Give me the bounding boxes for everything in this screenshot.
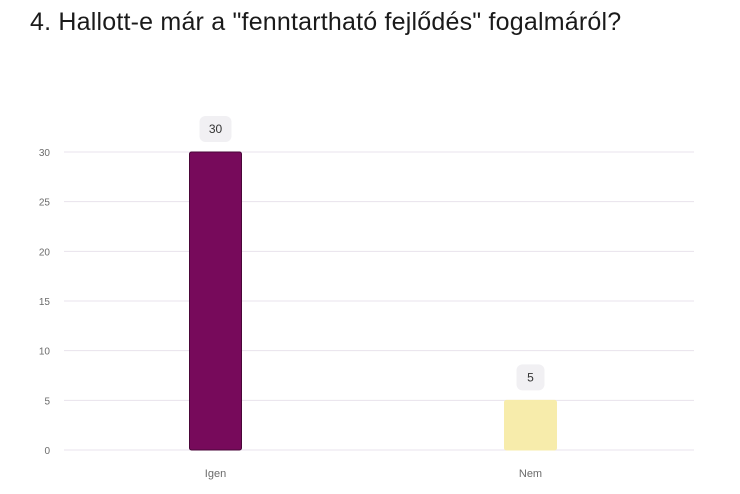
data-label-bg-nem [516,364,545,391]
data-label-bg-igen [199,116,232,142]
data-label-nem: 5 [527,370,534,384]
y-tick-label-15: 15 [39,297,51,308]
y-tick-label-0: 0 [44,446,50,457]
bar-nem [504,399,557,451]
x-tick-label-igen: Igen [205,468,226,480]
y-tick-label-30: 30 [39,148,51,159]
question-title: 4. Hallott-e már a "fenntartható fejlődé… [30,8,622,36]
data-label-igen: 30 [209,122,223,136]
y-tick-label-5: 5 [44,396,50,407]
x-tick-label-nem: Nem [519,468,542,480]
y-tick-label-20: 20 [39,247,51,258]
bar-igen [189,151,242,451]
y-tick-label-10: 10 [39,347,51,358]
y-tick-label-25: 25 [39,198,51,209]
